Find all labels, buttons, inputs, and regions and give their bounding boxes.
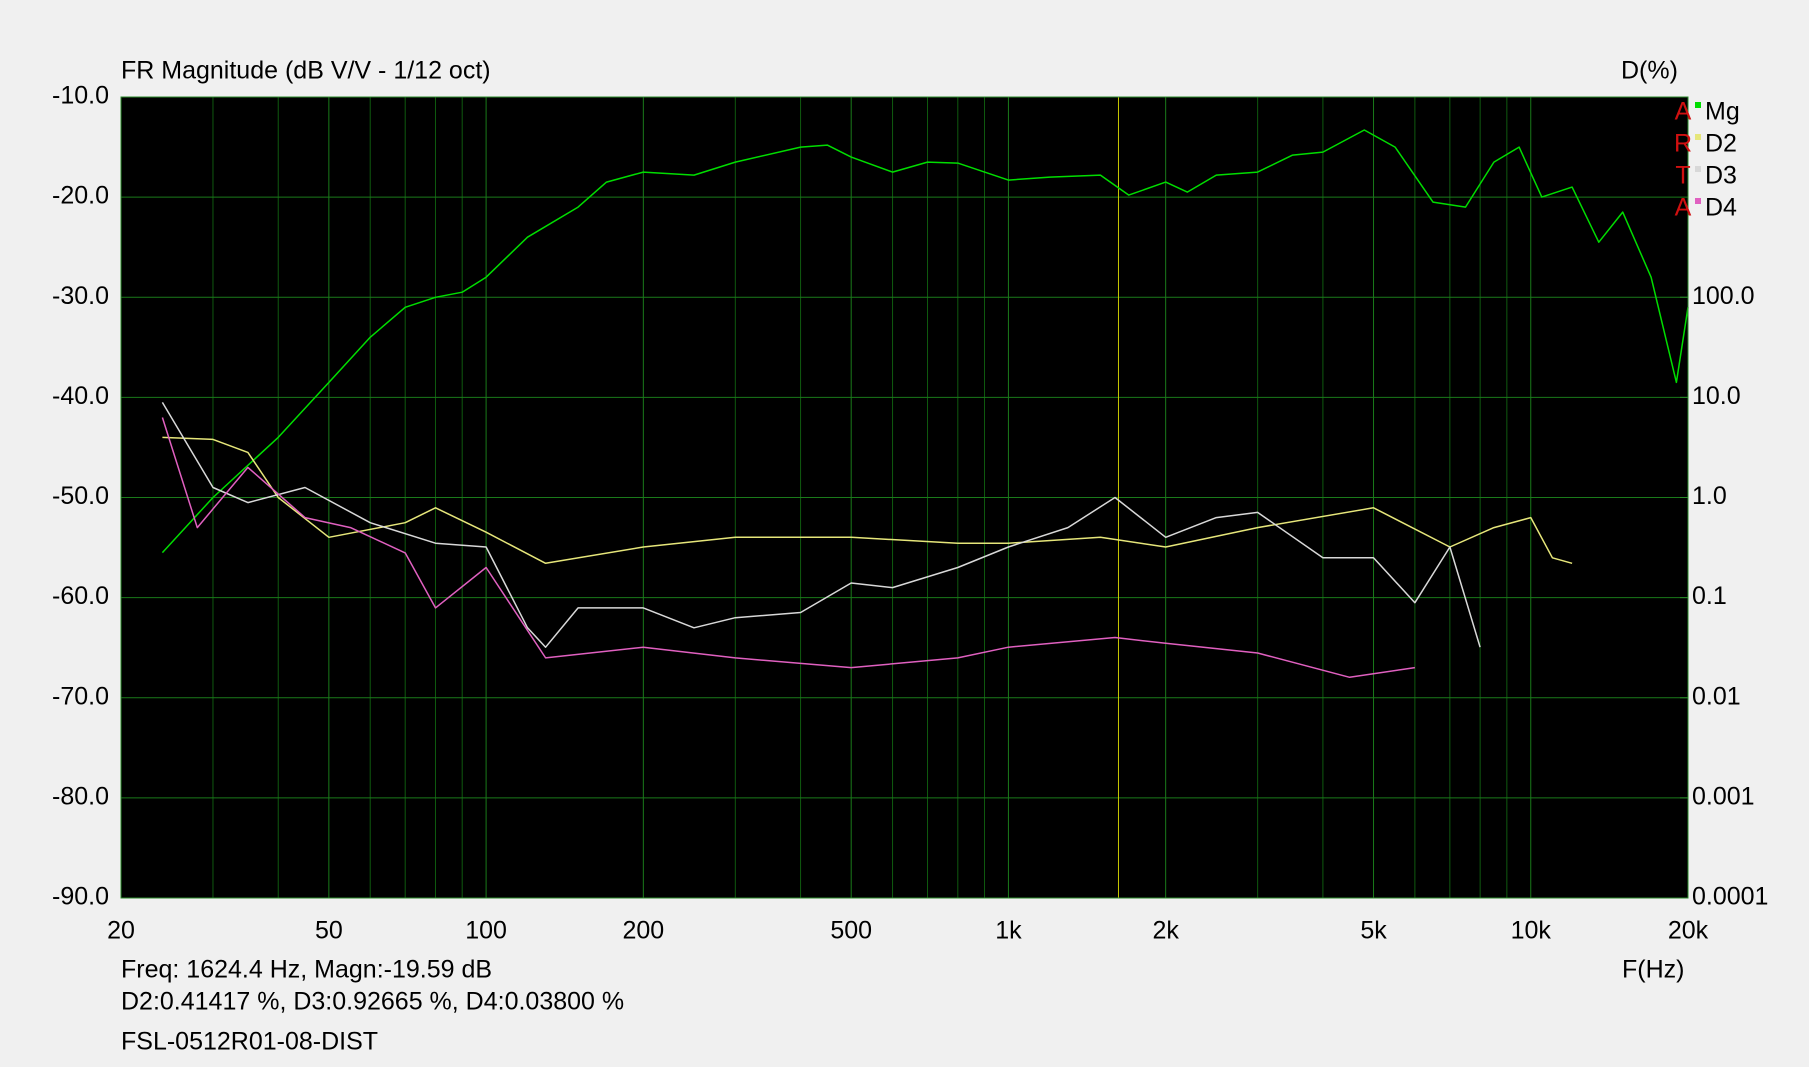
watermark-letter: A [1675,194,1692,222]
y2-tick-label: 0.0001 [1692,883,1768,911]
series-line [161,417,1416,679]
legend-swatch [1695,102,1701,108]
watermark-letter: T [1675,162,1690,190]
legend-label: D2 [1705,130,1737,158]
y2-tick-label: 0.1 [1692,582,1727,610]
series-line [162,436,1573,565]
series-line [161,129,1689,554]
y-tick-label: -60.0 [52,582,109,610]
legend-label: D3 [1705,162,1737,190]
chart-title: FR Magnitude (dB V/V - 1/12 oct) [121,57,491,85]
x-title: F(Hz) [1622,956,1684,984]
y-tick-label: -30.0 [52,282,109,310]
x-tick-label: 5k [1360,917,1387,945]
y2-tick-label: 10.0 [1692,382,1741,410]
y-tick-label: -10.0 [52,82,109,110]
y-tick-label: -20.0 [52,182,109,210]
x-tick-label: 500 [830,917,872,945]
legend-swatch [1695,198,1701,204]
x-tick-label: 2k [1152,917,1179,945]
lines [161,129,1689,679]
x-tick-label: 20 [107,917,135,945]
y2-title: D(%) [1621,57,1678,85]
plot-frame [120,96,1689,899]
x-tick-label: 20k [1668,917,1709,945]
y-tick-label: -70.0 [52,682,109,710]
x-tick-label: 100 [465,917,507,945]
y2-tick-label: 0.001 [1692,782,1755,810]
legend-label: Mg [1705,98,1740,126]
y-tick-label: -90.0 [52,883,109,911]
x-tick-label: 1k [995,917,1022,945]
y2-tick-label: 0.01 [1692,682,1741,710]
y2-tick-label: 1.0 [1692,482,1727,510]
x-tick-label: 200 [622,917,664,945]
y-tick-label: -80.0 [52,782,109,810]
legend-swatch [1695,134,1701,140]
series-line [161,402,1481,648]
cursor-readout: Freq: 1624.4 Hz, Magn:-19.59 dB [121,956,492,984]
watermark-letter: A [1675,98,1692,126]
y2-tick-label: 100.0 [1692,282,1755,310]
x-tick-label: 10k [1511,917,1552,945]
y-tick-label: -40.0 [52,382,109,410]
footer: FSL-0512R01-08-DIST [121,1028,378,1056]
legend-label: D4 [1705,194,1737,222]
cursor-readout: D2:0.41417 %, D3:0.92665 %, D4:0.03800 % [121,988,624,1016]
watermark-letter: R [1674,130,1692,158]
y-tick-label: -50.0 [52,482,109,510]
legend-swatch [1695,166,1701,172]
x-tick-label: 50 [315,917,343,945]
grid [120,96,1689,899]
